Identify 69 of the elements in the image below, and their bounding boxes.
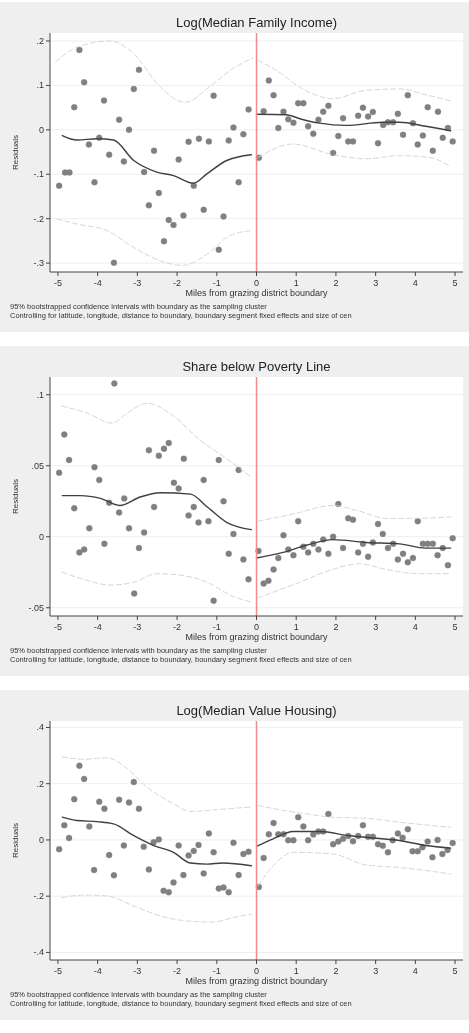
chart-title: Share below Poverty Line (182, 359, 331, 374)
x-axis-title: Miles from grazing district boundary (185, 976, 329, 986)
x-tick-label: -2 (173, 966, 182, 976)
x-tick-label: -4 (93, 622, 102, 632)
x-tick-label: 4 (412, 622, 418, 632)
x-tick-label: 4 (412, 966, 418, 976)
x-tick-label: -3 (133, 966, 142, 976)
line-series (61, 816, 253, 867)
x-tick-label: 0 (253, 966, 260, 976)
line-series (61, 894, 252, 923)
y-axis-title: Residuals (11, 478, 20, 515)
x-axis-title: Miles from grazing district boundary (185, 632, 329, 642)
line-series (257, 143, 452, 168)
y-tick-label: .2 (36, 36, 44, 46)
line-series (257, 60, 452, 102)
y-tick-label: -.4 (33, 947, 44, 958)
chart-title: Log(Median Family Income) (175, 15, 338, 30)
x-tick-label: -5 (53, 278, 62, 288)
x-tick-label: 1 (293, 278, 299, 288)
x-axis-title: Miles from grazing district boundary (185, 288, 329, 298)
x-tick-label: 3 (373, 622, 379, 632)
x-tick-label: 3 (373, 278, 379, 288)
line-series (257, 563, 452, 599)
line-series (61, 402, 252, 478)
y-tick-label: -.2 (33, 213, 44, 224)
x-tick-label: 2 (333, 966, 339, 976)
x-tick-label: 2 (333, 278, 339, 288)
y-tick-label: .4 (36, 722, 44, 733)
y-tick-label: 0 (38, 124, 44, 135)
x-tick-label: -4 (93, 966, 102, 976)
x-tick-label: -2 (173, 622, 182, 632)
y-tick-label: .2 (36, 778, 44, 789)
chart-title: Log(Median Value Housing) (176, 703, 337, 718)
y-tick-label: .1 (36, 389, 44, 400)
line-series (257, 804, 452, 828)
x-tick-label: -3 (133, 278, 142, 288)
y-tick-label: .05 (31, 460, 44, 471)
y-tick-label: -.05 (28, 602, 44, 613)
x-tick-label: 3 (373, 966, 379, 976)
line-series (61, 492, 253, 531)
y-tick-label: 0 (38, 834, 44, 845)
x-tick-label: 2 (333, 622, 339, 632)
x-tick-label: -2 (173, 278, 182, 288)
line-series (61, 756, 252, 812)
line-series (61, 571, 252, 603)
line-series (55, 40, 254, 103)
line-series (56, 218, 252, 266)
x-tick-label: -4 (93, 278, 102, 288)
y-tick-label: .1 (36, 80, 44, 91)
x-tick-label: 1 (293, 622, 299, 632)
y-axis-title: Residuals (11, 822, 20, 859)
y-tick-label: 0 (38, 531, 44, 542)
x-tick-label: 4 (412, 278, 418, 288)
x-tick-label: -3 (133, 622, 142, 632)
x-tick-label: -1 (212, 966, 221, 976)
y-axis-title: Residuals (11, 134, 20, 171)
x-tick-label: 0 (253, 622, 260, 632)
x-tick-label: -1 (212, 278, 221, 288)
x-tick-label: -5 (53, 622, 62, 632)
x-tick-label: -5 (53, 966, 62, 976)
x-tick-label: -1 (212, 622, 221, 632)
x-tick-label: 0 (253, 278, 260, 288)
x-tick-label: 5 (452, 278, 458, 288)
y-tick-label: -.1 (33, 169, 44, 180)
x-tick-label: 5 (452, 622, 458, 632)
x-tick-label: 1 (293, 966, 299, 976)
x-tick-label: 5 (452, 966, 458, 976)
y-tick-label: -.2 (33, 891, 44, 902)
y-tick-label: -.3 (33, 258, 44, 269)
